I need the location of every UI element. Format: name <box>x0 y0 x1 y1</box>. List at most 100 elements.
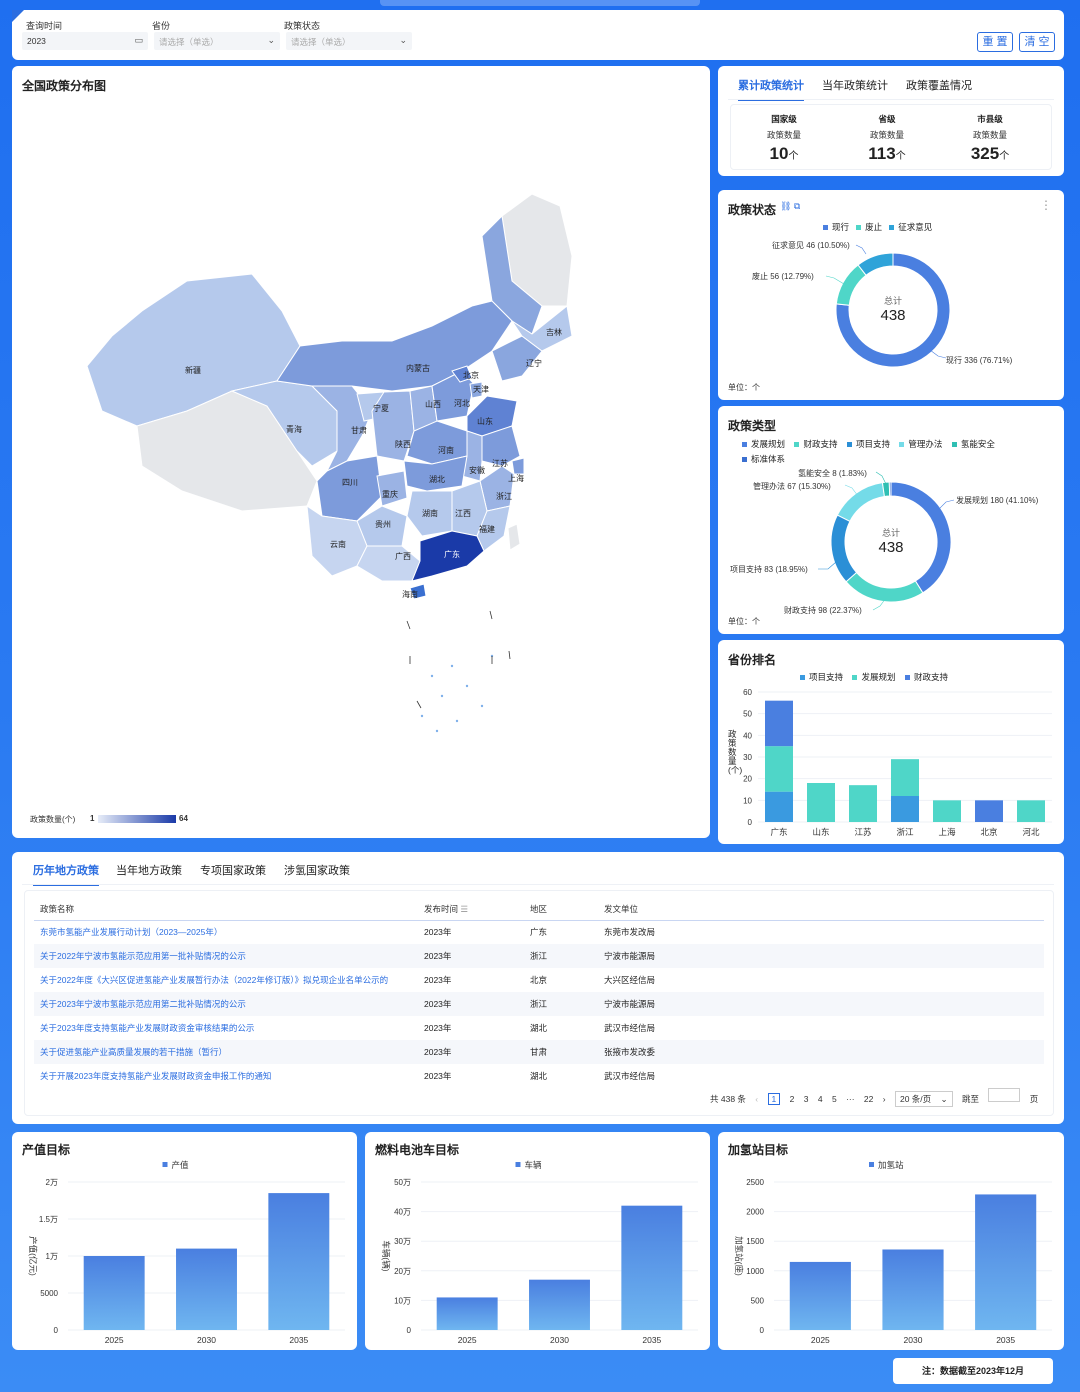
tab-current-local[interactable]: 当年地方政策 <box>116 865 182 877</box>
table-row[interactable]: 关于2023年度支持氢能产业发展财政资金审核结果的公示 2023年 湖北 武汉市经信局 <box>34 1016 1044 1040</box>
types-card: 政策类型 发展规划 财政支持 项目支持 管理办法 氢能安全 标准体系 总计 43… <box>718 406 1064 634</box>
bar[interactable] <box>529 1279 590 1330</box>
page-4[interactable]: 4 <box>817 1094 823 1104</box>
clear-button[interactable]: 清 空 <box>1019 32 1055 52</box>
tab-cumulative[interactable]: 累计政策统计 <box>738 77 804 101</box>
link-icon[interactable]: ⛓ ⧉ <box>780 201 801 211</box>
more-icon[interactable]: ⋮ <box>1040 198 1052 212</box>
reset-button[interactable]: 重 置 <box>977 32 1013 52</box>
col-date[interactable]: 发布时间 ☰ <box>424 898 530 921</box>
issuer-cell: 武汉市经信局 <box>604 1071 656 1081</box>
bar-segment[interactable] <box>849 785 877 822</box>
bar-segment[interactable] <box>891 796 919 822</box>
status-label-current: 现行 336 (76.71%) <box>946 356 1013 365</box>
pager-total: 共 438 条 <box>710 1094 746 1104</box>
x-tick-label: 2025 <box>105 1335 124 1345</box>
x-tick-label: 2035 <box>289 1335 308 1345</box>
donut-slice[interactable] <box>857 252 894 276</box>
province-label: 宁夏 <box>373 404 389 413</box>
page-3[interactable]: 3 <box>803 1094 809 1104</box>
china-map[interactable] <box>12 66 710 838</box>
bar[interactable] <box>789 1261 851 1330</box>
pager-next-icon[interactable]: › <box>882 1094 886 1104</box>
region-sichuan <box>316 455 383 522</box>
bar-segment[interactable] <box>765 791 793 822</box>
province-label: 上海 <box>508 474 524 483</box>
policy-name-link[interactable]: 关于2022年度《大兴区促进氢能产业发展暂行办法（2022年修订版）》拟兑现企业… <box>40 975 389 985</box>
policy-name-link[interactable]: 东莞市氢能产业发展行动计划（2023—2025年） <box>40 927 223 938</box>
province-placeholder: 请选择（单选） <box>159 37 219 47</box>
province-label: 重庆 <box>382 490 398 499</box>
policy-name-link[interactable]: 关于2023年度支持氢能产业发展财政资金审核结果的公示 <box>40 1023 255 1033</box>
legend-item: 标准体系 <box>742 454 785 464</box>
table-row[interactable]: 关于2023年宁波市氢能示范应用第二批补贴情况的公示 2023年 浙江 宁波市能源局 <box>34 992 1044 1016</box>
bar[interactable] <box>436 1297 498 1330</box>
page-1[interactable]: 1 <box>767 1093 781 1105</box>
map-legend-label: 政策数量(个) <box>30 815 76 824</box>
page-ellipsis[interactable]: ··· <box>846 1094 855 1104</box>
policy-name-link[interactable]: 关于2023年宁波市氢能示范应用第二批补贴情况的公示 <box>34 992 424 1016</box>
bar[interactable] <box>975 1194 1037 1330</box>
publish-date-cell: 2023年 <box>424 1023 452 1033</box>
status-donut-chart[interactable] <box>718 190 1064 390</box>
page-5[interactable]: 5 <box>831 1094 837 1104</box>
station-target-chart[interactable]: 加氢站 0 500 1000 1500 2000 2500 加氢站(座) 2025 2030 203… <box>718 1132 1064 1350</box>
tab-historical-local[interactable]: 历年地方政策 <box>33 862 99 886</box>
page-22[interactable]: 22 <box>863 1094 874 1104</box>
pager-page-suffix: 页 <box>1029 1094 1039 1104</box>
tab-special-national[interactable]: 专项国家政策 <box>200 865 266 877</box>
bar-segment[interactable] <box>975 800 1003 822</box>
bar[interactable] <box>621 1205 683 1330</box>
x-tick-label: 浙江 <box>896 827 914 837</box>
donut-slice[interactable] <box>835 252 951 368</box>
issuer-cell: 武汉市经信局 <box>604 1023 656 1033</box>
ranking-bar-chart[interactable]: 0 10 20 30 40 50 60 广东 山东 江苏 浙江 上海 北京 河北 <box>718 640 1064 844</box>
bar[interactable] <box>83 1256 145 1330</box>
stat-label: 政策数量 <box>869 130 904 140</box>
donut-slice[interactable] <box>888 481 892 497</box>
y-axis-label: 加氢站(座) <box>734 1236 744 1276</box>
page-size-select[interactable]: 20 条/页 ⌄ <box>894 1091 953 1107</box>
table-row[interactable]: 关于2022年度《大兴区促进氢能产业发展暂行办法（2022年修订版）》拟兑现企业… <box>34 968 1044 992</box>
y-tick-label: 60 <box>743 688 752 697</box>
policy-name-link[interactable]: 关于开展2023年度支持氢能产业发展财政资金申报工作的通知 <box>40 1071 272 1081</box>
y-tick-label: 1.5万 <box>39 1215 58 1224</box>
status-select[interactable]: 请选择（单选） ⌄ <box>286 32 412 50</box>
table-row[interactable]: 关于2022年宁波市氢能示范应用第一批补贴情况的公示 2023年 浙江 宁波市能源局 <box>34 944 1044 968</box>
table-row[interactable]: 关于促进氢能产业高质量发展的若干措施（暂行） 2023年 甘肃 张掖市发改委 <box>34 1040 1044 1064</box>
bar-segment[interactable] <box>1017 800 1045 822</box>
policy-name-link[interactable]: 关于2022年宁波市氢能示范应用第一批补贴情况的公示 <box>34 944 424 968</box>
tab-annual[interactable]: 当年政策统计 <box>822 80 888 92</box>
query-time-input[interactable]: 2023 ▭ <box>22 32 148 50</box>
region-shaanxi <box>371 390 415 462</box>
policy-name-link[interactable]: 关于促进氢能产业高质量发展的若干措施（暂行） <box>34 1040 424 1064</box>
issuer-cell: 张掖市发改委 <box>604 1040 1044 1064</box>
table-row[interactable]: 东莞市氢能产业发展行动计划（2023—2025年） 2023年 广东 东莞市发改局 <box>34 920 1044 944</box>
table-row[interactable]: 关于开展2023年度支持氢能产业发展财政资金申报工作的通知 2023年 湖北 武汉市经… <box>34 1064 1044 1088</box>
legend: 产值 <box>162 1160 189 1170</box>
bar[interactable] <box>882 1249 944 1330</box>
bar-segment[interactable] <box>765 746 793 792</box>
page-2[interactable]: 2 <box>789 1094 795 1104</box>
types-donut-chart[interactable] <box>718 406 1064 634</box>
province-select[interactable]: 请选择（单选） ⌄ <box>154 32 280 50</box>
tab-coverage[interactable]: 政策覆盖情况 <box>906 80 972 92</box>
bar[interactable] <box>268 1193 330 1330</box>
pager-prev-icon[interactable]: ‹ <box>755 1094 759 1104</box>
bar-segment[interactable] <box>765 700 793 747</box>
bar-segment[interactable] <box>933 800 961 822</box>
issuer-cell: 宁波市能源局 <box>604 944 1044 968</box>
province-label: 山东 <box>477 417 493 426</box>
bar[interactable] <box>176 1248 237 1330</box>
page-jump-input[interactable] <box>988 1088 1021 1102</box>
output-target-title: 产值目标 <box>22 1143 71 1157</box>
bar-segment[interactable] <box>807 783 835 822</box>
tab-hydrogen-national[interactable]: 涉氢国家政策 <box>284 865 350 877</box>
map-legend-max: 64 <box>179 814 188 823</box>
bar-segment[interactable] <box>891 759 919 796</box>
stat-national: 国家级 政策数量 10个 <box>734 113 834 164</box>
publish-date-cell: 2023年 <box>424 975 452 985</box>
province-label: 甘肃 <box>351 426 367 435</box>
